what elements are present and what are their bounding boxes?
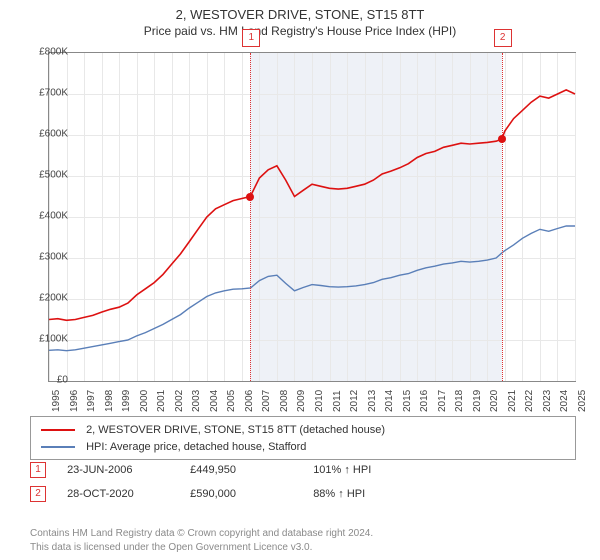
chart-marker-box: 1 — [242, 29, 260, 47]
y-tick-label: £800K — [24, 47, 68, 58]
x-tick-label: 2000 — [139, 390, 150, 412]
series-line — [49, 90, 575, 320]
x-tick-label: 1997 — [86, 390, 97, 412]
y-tick-label: £200K — [24, 293, 68, 304]
x-tick-label: 2023 — [542, 390, 553, 412]
chart-marker-point — [498, 135, 506, 143]
x-tick-label: 2024 — [559, 390, 570, 412]
y-tick-label: £0 — [24, 375, 68, 386]
x-tick-label: 2013 — [367, 390, 378, 412]
y-tick-label: £300K — [24, 252, 68, 263]
x-tick-label: 2004 — [209, 390, 220, 412]
legend-line-1 — [41, 446, 75, 448]
y-tick-label: £600K — [24, 129, 68, 140]
x-tick-label: 2022 — [524, 390, 535, 412]
x-tick-label: 1995 — [51, 390, 62, 412]
attribution-line1: Contains HM Land Registry data © Crown c… — [30, 527, 373, 541]
y-tick-label: £700K — [24, 88, 68, 99]
chart-marker-box: 2 — [494, 29, 512, 47]
transaction-marker-0: 1 — [30, 462, 46, 478]
transaction-row-1: 2 28-OCT-2020 £590,000 88% ↑ HPI — [30, 486, 365, 502]
x-tick-label: 1996 — [69, 390, 80, 412]
x-tick-label: 2010 — [314, 390, 325, 412]
x-tick-label: 2017 — [437, 390, 448, 412]
transaction-price-1: £590,000 — [190, 488, 310, 500]
x-tick-label: 2025 — [577, 390, 588, 412]
x-tick-label: 2001 — [156, 390, 167, 412]
x-tick-label: 2020 — [489, 390, 500, 412]
chart-plot-area: 12 — [48, 52, 576, 382]
x-tick-label: 2003 — [191, 390, 202, 412]
x-tick-label: 2014 — [384, 390, 395, 412]
legend-entry-1: HPI: Average price, detached house, Staf… — [41, 439, 565, 456]
legend-box: 2, WESTOVER DRIVE, STONE, ST15 8TT (deta… — [30, 416, 576, 460]
x-tick-label: 2018 — [454, 390, 465, 412]
attribution-line2: This data is licensed under the Open Gov… — [30, 541, 373, 555]
chart-title: 2, WESTOVER DRIVE, STONE, ST15 8TT — [0, 0, 600, 24]
legend-label-1: HPI: Average price, detached house, Staf… — [86, 441, 306, 453]
transaction-pct-1: 88% ↑ HPI — [313, 488, 365, 500]
x-tick-label: 2002 — [174, 390, 185, 412]
y-tick-label: £500K — [24, 170, 68, 181]
legend-label-0: 2, WESTOVER DRIVE, STONE, ST15 8TT (deta… — [86, 424, 385, 436]
y-tick-label: £100K — [24, 334, 68, 345]
x-tick-label: 2008 — [279, 390, 290, 412]
x-tick-label: 2009 — [296, 390, 307, 412]
series-line — [49, 226, 575, 351]
chart-svg — [49, 53, 575, 381]
transaction-date-0: 23-JUN-2006 — [67, 464, 187, 476]
transaction-price-0: £449,950 — [190, 464, 310, 476]
transaction-row-0: 1 23-JUN-2006 £449,950 101% ↑ HPI — [30, 462, 371, 478]
x-tick-label: 2007 — [261, 390, 272, 412]
x-tick-label: 2012 — [349, 390, 360, 412]
x-tick-label: 1999 — [121, 390, 132, 412]
x-tick-label: 2015 — [402, 390, 413, 412]
legend-line-0 — [41, 429, 75, 431]
attribution: Contains HM Land Registry data © Crown c… — [30, 527, 373, 554]
x-tick-label: 2005 — [226, 390, 237, 412]
x-tick-label: 2011 — [332, 390, 343, 412]
chart-marker-point — [246, 193, 254, 201]
x-tick-label: 2021 — [507, 390, 518, 412]
x-tick-label: 2006 — [244, 390, 255, 412]
x-tick-label: 2016 — [419, 390, 430, 412]
x-tick-label: 1998 — [104, 390, 115, 412]
transaction-marker-1: 2 — [30, 486, 46, 502]
x-tick-label: 2019 — [472, 390, 483, 412]
transaction-pct-0: 101% ↑ HPI — [313, 464, 371, 476]
y-tick-label: £400K — [24, 211, 68, 222]
transaction-date-1: 28-OCT-2020 — [67, 488, 187, 500]
legend-entry-0: 2, WESTOVER DRIVE, STONE, ST15 8TT (deta… — [41, 422, 565, 439]
